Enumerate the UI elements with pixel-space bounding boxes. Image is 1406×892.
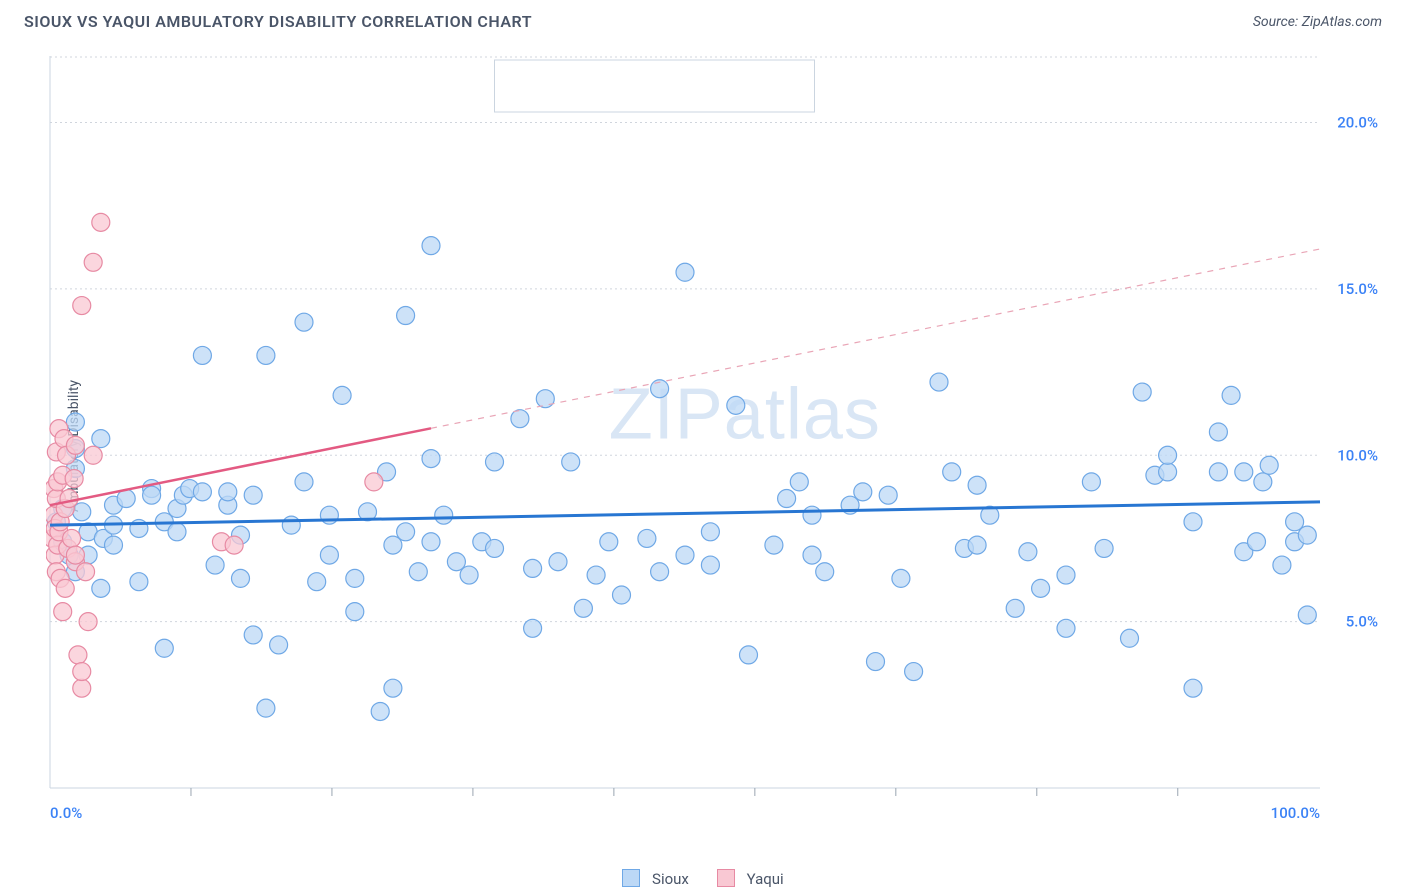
legend-swatch-sioux: [622, 869, 640, 887]
svg-text:ZIPatlas: ZIPatlas: [609, 375, 881, 455]
chart-header: SIOUX VS YAQUI AMBULATORY DISABILITY COR…: [0, 0, 1406, 39]
chart-svg: 5.0% 10.0% 15.0% 20.0% 0.0% 100.0% ZIPatlas: [46, 56, 1386, 836]
scatter-chart: 5.0% 10.0% 15.0% 20.0% 0.0% 100.0% ZIPatlas: [46, 56, 1386, 836]
chart-title: SIOUX VS YAQUI AMBULATORY DISABILITY COR…: [24, 12, 532, 31]
svg-text:5.0%: 5.0%: [1346, 613, 1378, 631]
legend-item-yaqui: Yaqui: [717, 869, 784, 888]
svg-text:10.0%: 10.0%: [1337, 446, 1378, 464]
svg-text:0.0%: 0.0%: [50, 804, 82, 822]
svg-text:20.0%: 20.0%: [1337, 114, 1378, 132]
legend-swatch-yaqui: [717, 869, 735, 887]
legend-label-sioux: Sioux: [652, 870, 689, 888]
series-legend: Sioux Yaqui: [0, 869, 1406, 888]
legend-label-yaqui: Yaqui: [747, 870, 784, 888]
svg-text:100.0%: 100.0%: [1271, 804, 1320, 822]
svg-text:15.0%: 15.0%: [1337, 280, 1378, 298]
legend-item-sioux: Sioux: [622, 869, 689, 888]
chart-source: Source: ZipAtlas.com: [1253, 14, 1382, 30]
